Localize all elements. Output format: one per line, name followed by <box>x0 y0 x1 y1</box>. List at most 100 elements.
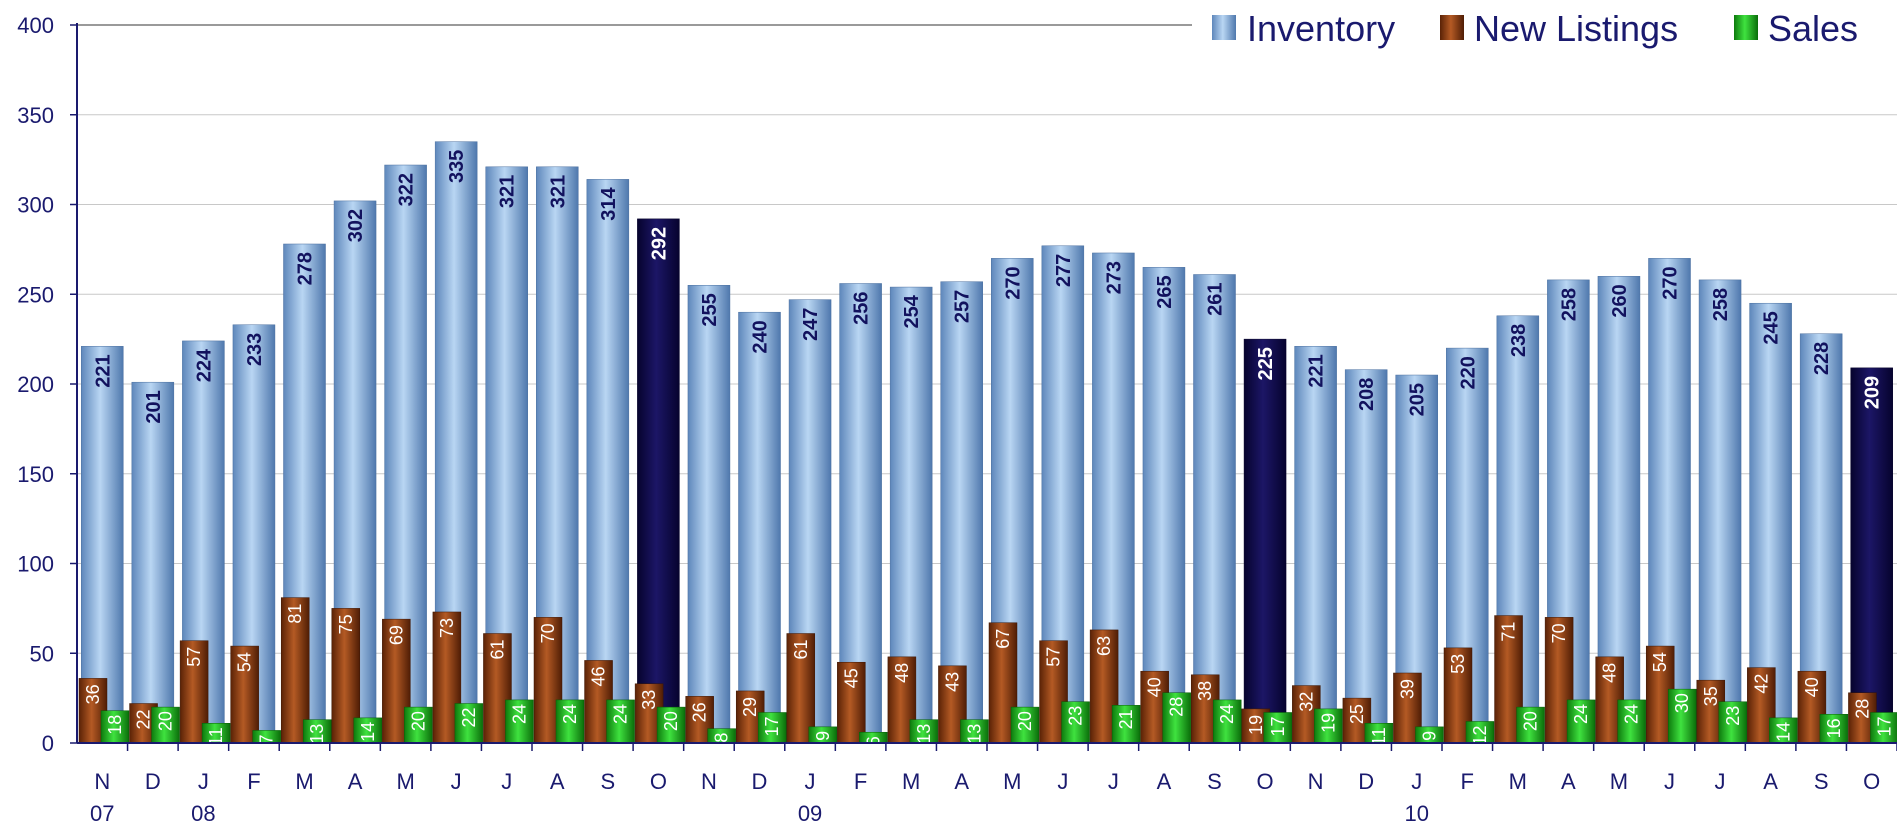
new-listings-value-label: 32 <box>1296 692 1316 712</box>
inventory-value-label: 292 <box>648 227 670 260</box>
inventory-value-label: 255 <box>699 293 721 326</box>
new-listings-value-label: 54 <box>235 652 255 672</box>
sales-bar <box>757 712 787 744</box>
sales-value-label: 20 <box>408 711 428 731</box>
new-listings-legend-swatch <box>1440 15 1464 40</box>
new-listings-value-label: 75 <box>336 614 356 634</box>
new-listings-bar <box>280 597 310 744</box>
sales-value-label: 23 <box>1066 706 1086 726</box>
sales-bar <box>1111 705 1141 744</box>
inventory-value-label: 233 <box>244 333 266 366</box>
sales-value-label: 30 <box>1672 693 1692 713</box>
x-tick-label: J <box>501 769 512 794</box>
new-listings-value-label: 73 <box>437 618 457 638</box>
inventory-bar <box>738 311 781 744</box>
inventory-value-label: 321 <box>547 175 569 208</box>
x-tick-label: D <box>145 769 161 794</box>
new-listings-value-label: 33 <box>639 690 659 710</box>
sales-bar <box>353 717 383 744</box>
x-tick-label: O <box>1863 769 1880 794</box>
inventory-value-label: 201 <box>143 390 165 423</box>
inventory-value-label: 221 <box>92 354 114 387</box>
inventory-bar <box>81 346 124 744</box>
new-listings-value-label: 48 <box>892 663 912 683</box>
inventory-bar <box>586 179 630 744</box>
inventory-value-label: 270 <box>1002 266 1024 299</box>
x-tick-label: N <box>94 769 110 794</box>
inventory-value-label: 220 <box>1457 356 1479 389</box>
sales-value-label: 20 <box>1015 711 1035 731</box>
x-tick-label: M <box>902 769 920 794</box>
sales-bar <box>100 710 130 744</box>
inventory-value-label: 257 <box>952 290 974 323</box>
sales-bar <box>1162 692 1191 744</box>
sales-bar <box>606 699 635 744</box>
new-listings-value-label: 46 <box>589 666 609 686</box>
x-tick-label: M <box>295 769 313 794</box>
sales-value-label: 24 <box>560 704 580 724</box>
sales-value-label: 17 <box>1268 716 1288 736</box>
sales-bar <box>1314 708 1343 744</box>
inventory-legend-label: Inventory <box>1247 8 1395 49</box>
sales-value-label: 17 <box>1874 716 1894 736</box>
sales-value-label: 24 <box>611 704 631 724</box>
sales-value-label: 18 <box>105 715 125 735</box>
new-listings-value-label: 48 <box>1600 663 1620 683</box>
new-listings-value-label: 36 <box>83 684 103 704</box>
sales-bar <box>1870 712 1897 744</box>
axes: 0 50 100 150 200 250 300 350 400 N 07 D J 08 F M A M J J A S O… <box>17 13 1897 825</box>
x-tick-label: F <box>854 769 867 794</box>
sales-value-label: 13 <box>914 724 934 744</box>
inventory-bar <box>1193 274 1236 744</box>
x-tick-label: D <box>1358 769 1374 794</box>
x-tick-label: A <box>1763 769 1778 794</box>
sales-value-label: 16 <box>1824 718 1844 738</box>
sales-value-label: 7 <box>257 734 277 744</box>
x-tick-label: D <box>752 769 768 794</box>
inventory-bar <box>1142 267 1186 744</box>
sales-bar <box>454 703 484 744</box>
sales-value-label: 20 <box>1521 711 1541 731</box>
y-tick-label: 150 <box>17 462 54 487</box>
new-listings-value-label: 63 <box>1094 636 1114 656</box>
sales-value-label: 24 <box>509 704 529 724</box>
sales-bar <box>1566 699 1596 744</box>
sales-legend-swatch <box>1734 15 1758 40</box>
x-tick-label: S <box>1814 769 1829 794</box>
inventory-bar <box>687 285 731 744</box>
inventory-value-label: 314 <box>598 186 620 220</box>
x-tick-label: S <box>600 769 615 794</box>
sales-value-label: 28 <box>1167 697 1187 717</box>
new-listings-value-label: 43 <box>942 672 962 692</box>
new-listings-value-label: 71 <box>1499 622 1519 642</box>
new-listings-value-label: 57 <box>1044 647 1064 667</box>
sales-bar <box>1263 712 1293 744</box>
y-tick-label: 0 <box>42 731 54 756</box>
new-listings-value-label: 70 <box>538 623 558 643</box>
inventory-value-label: 261 <box>1205 283 1227 316</box>
sales-value-label: 21 <box>1116 709 1136 729</box>
sales-value-label: 13 <box>964 724 984 744</box>
sales-bar <box>1212 699 1242 744</box>
inventory-value-label: 238 <box>1508 324 1530 357</box>
y-tick-label: 100 <box>17 552 54 577</box>
x-year-label: 10 <box>1404 801 1428 825</box>
sales-value-label: 11 <box>1369 727 1389 746</box>
inventory-value-label: 277 <box>1053 254 1075 287</box>
inventory-value-label: 221 <box>1306 354 1328 387</box>
new-listings-bar <box>786 633 816 744</box>
inventory-value-label: 256 <box>851 291 873 324</box>
new-listings-value-label: 22 <box>134 710 154 730</box>
new-listings-value-label: 61 <box>791 640 811 660</box>
sales-bar <box>1718 701 1748 744</box>
x-tick-label: J <box>198 769 209 794</box>
sales-value-label: 20 <box>156 711 176 731</box>
inventory-value-label: 208 <box>1356 378 1378 411</box>
sales-value-label: 6 <box>863 736 883 746</box>
x-tick-label: A <box>954 769 969 794</box>
inventory-value-label: 260 <box>1609 284 1631 317</box>
x-tick-label: J <box>1664 769 1675 794</box>
inventory-value-label: 225 <box>1255 347 1277 380</box>
sales-bar <box>1010 706 1040 744</box>
